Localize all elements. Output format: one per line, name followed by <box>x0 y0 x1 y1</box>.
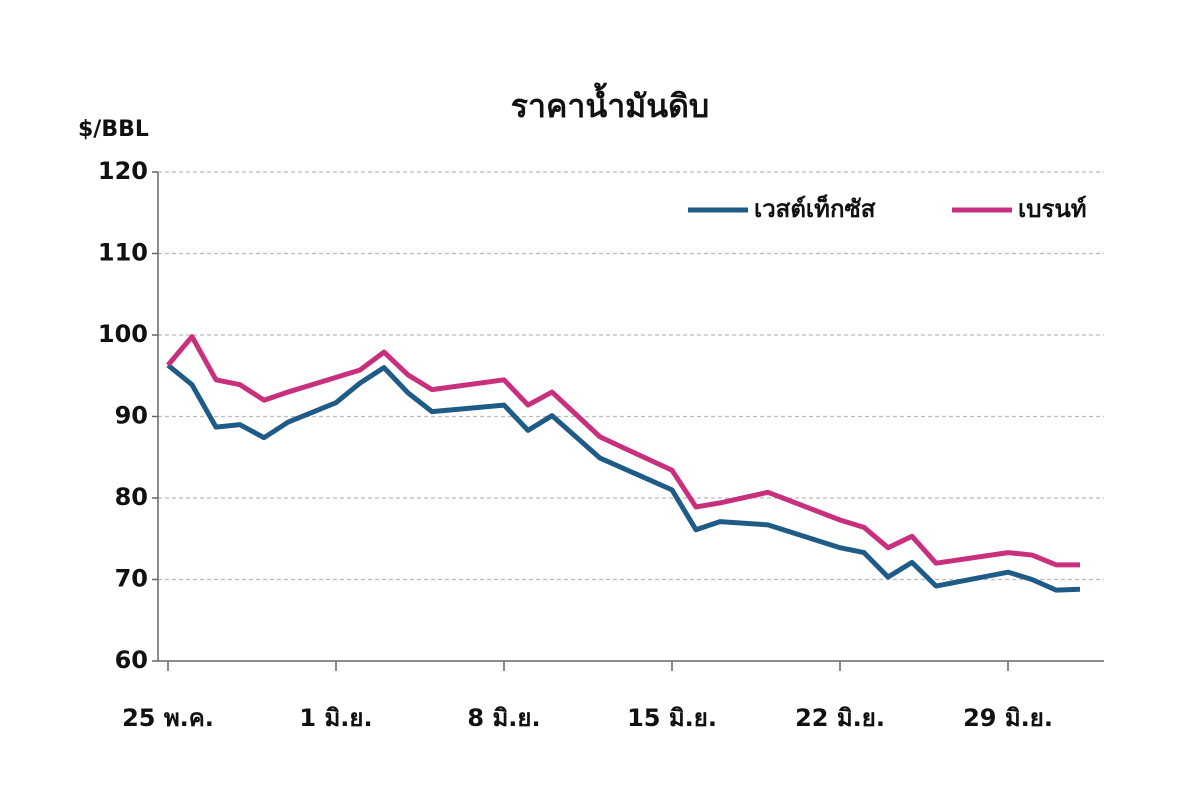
x-tick-label: 25 พ.ค. <box>122 704 214 732</box>
x-tick-label: 1 มิ.ย. <box>299 704 372 732</box>
x-tick-label: 8 มิ.ย. <box>467 704 540 732</box>
x-tick-label: 15 มิ.ย. <box>627 704 717 732</box>
y-tick-label: 120 <box>98 157 148 185</box>
series-line <box>166 363 1081 593</box>
y-tick-label: 70 <box>115 565 148 593</box>
series-line <box>166 334 1080 568</box>
legend-label: เบรนท์ <box>1018 195 1087 223</box>
y-tick-label: 90 <box>115 402 148 430</box>
x-tick-label: 22 มิ.ย. <box>795 704 885 732</box>
y-tick-label: 100 <box>98 320 148 348</box>
chart-title: ราคาน้ำมันดิบ <box>511 82 709 125</box>
x-tick-label: 29 มิ.ย. <box>963 704 1053 732</box>
legend-label: เวสต์เท็กซัส <box>754 194 876 223</box>
y-tick-label: 110 <box>98 239 148 267</box>
y-tick-label: 80 <box>115 483 148 511</box>
y-axis-label: $/BBL <box>78 117 149 142</box>
y-tick-label: 60 <box>115 646 148 674</box>
